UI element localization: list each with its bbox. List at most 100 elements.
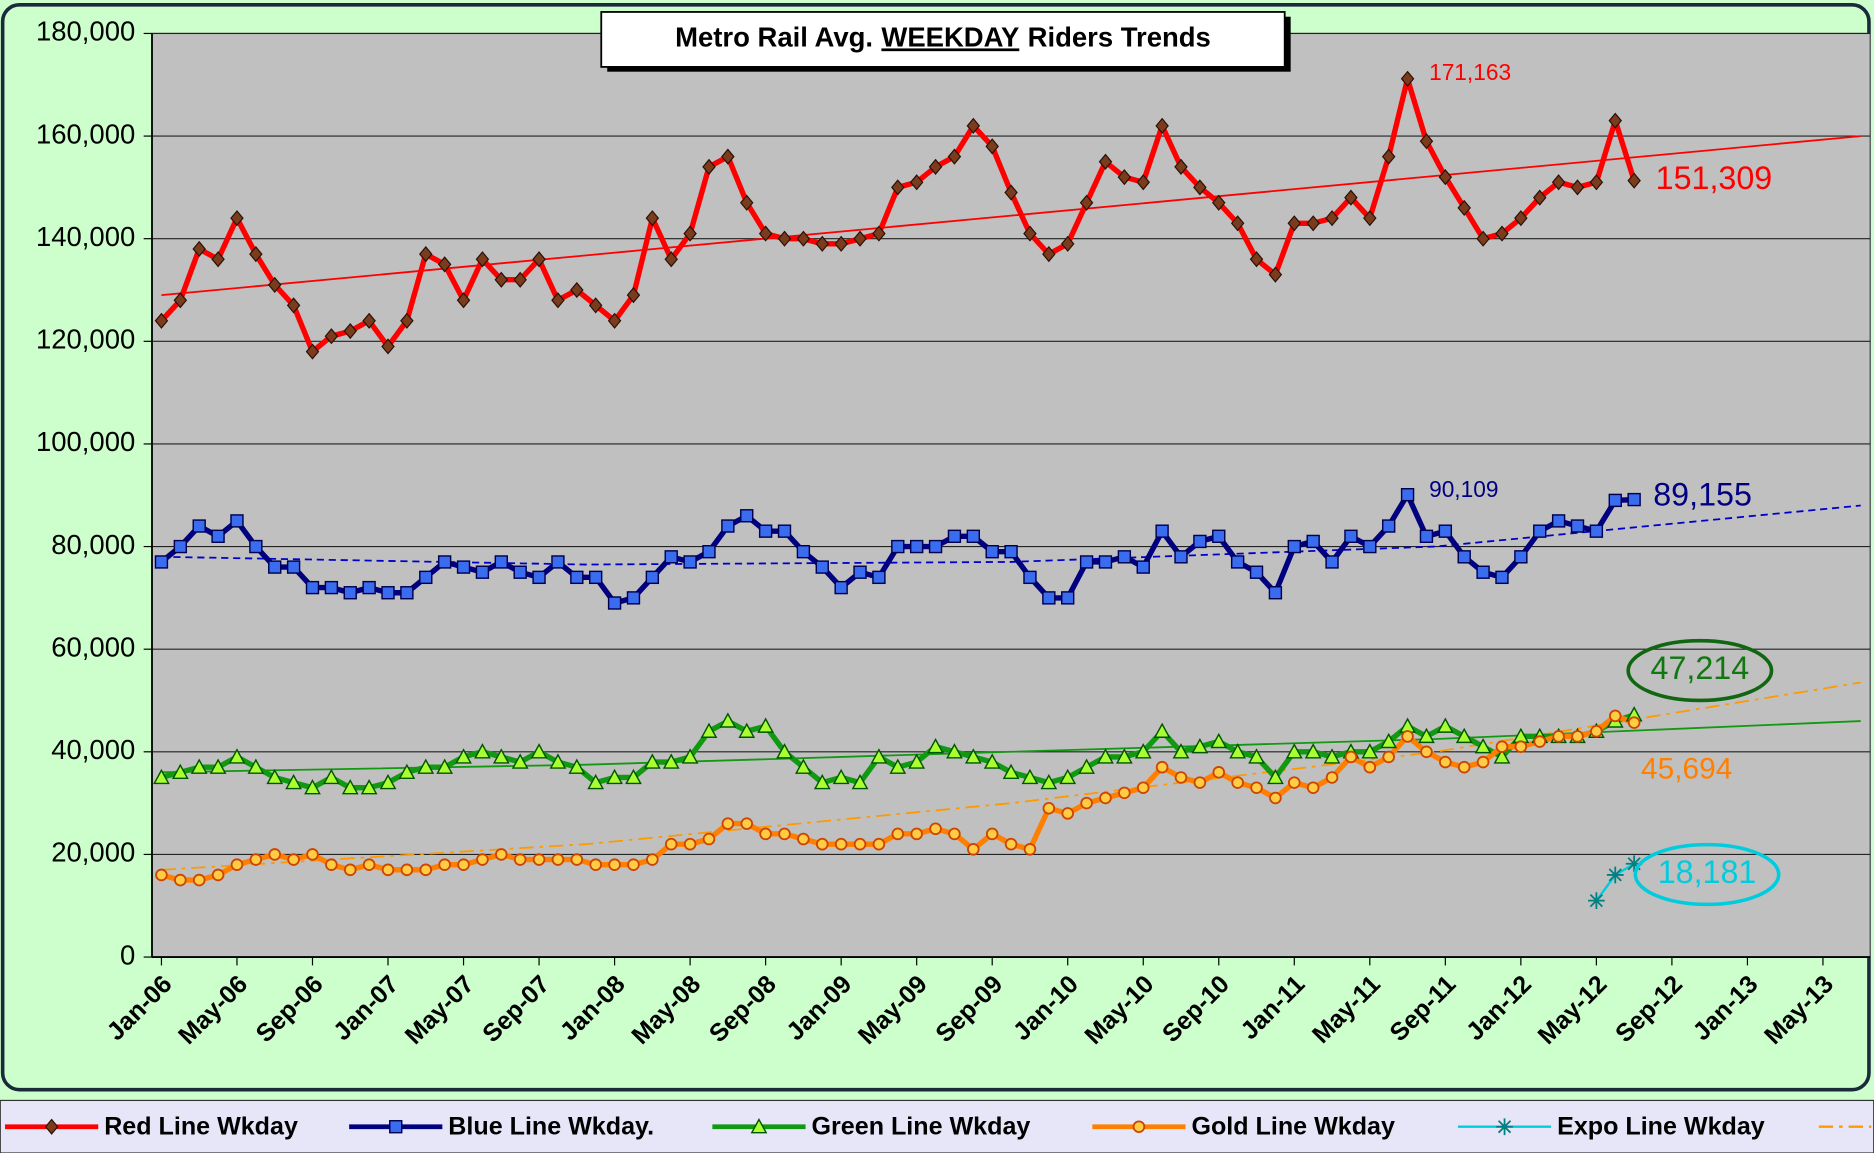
marker — [627, 858, 640, 871]
marker — [1514, 740, 1528, 753]
marker — [1325, 555, 1339, 569]
data-label: 90,109 — [1429, 476, 1498, 502]
marker — [249, 245, 263, 263]
marker — [702, 832, 716, 846]
marker — [891, 539, 905, 554]
marker — [1344, 189, 1358, 206]
marker — [419, 570, 433, 585]
marker — [1193, 179, 1207, 196]
marker — [1363, 210, 1377, 227]
marker — [286, 297, 301, 314]
marker — [211, 251, 225, 268]
marker — [1627, 172, 1641, 189]
markers — [153, 70, 1643, 909]
marker — [1436, 717, 1454, 733]
marker — [171, 763, 189, 780]
marker — [1495, 225, 1509, 242]
marker — [1589, 524, 1604, 538]
marker — [211, 868, 225, 882]
marker — [1570, 519, 1585, 533]
marker — [587, 773, 605, 790]
marker — [154, 312, 169, 329]
marker — [815, 560, 829, 574]
marker — [1249, 251, 1264, 268]
title-box — [600, 11, 1286, 68]
marker — [872, 570, 886, 585]
marker — [683, 555, 697, 569]
marker — [1361, 743, 1379, 759]
marker — [1363, 760, 1377, 774]
marker — [419, 245, 433, 263]
marker — [1117, 169, 1132, 186]
marker — [738, 722, 756, 738]
marker — [266, 768, 284, 785]
marker — [400, 863, 414, 877]
marker — [853, 837, 867, 851]
marker — [721, 148, 735, 165]
data-label: 47,214 — [1651, 650, 1750, 686]
marker — [1400, 488, 1415, 502]
marker — [1061, 591, 1075, 605]
marker — [1097, 748, 1114, 764]
marker — [285, 773, 302, 790]
marker — [721, 817, 735, 830]
marker — [173, 539, 188, 554]
marker — [455, 748, 472, 764]
marker — [909, 174, 924, 191]
marker — [985, 138, 999, 155]
marker — [287, 853, 300, 866]
marker — [456, 560, 471, 574]
marker — [154, 555, 169, 569]
title-emphasis: WEEKDAY — [881, 22, 1019, 53]
marker — [570, 570, 584, 585]
y-tick-label: 0 — [120, 939, 135, 970]
marker — [1136, 174, 1150, 191]
marker — [513, 271, 527, 288]
marker — [1625, 855, 1643, 873]
marker — [797, 832, 810, 846]
marker — [1608, 493, 1622, 508]
marker — [1155, 524, 1169, 538]
marker — [268, 560, 282, 574]
marker — [626, 287, 641, 304]
marker — [909, 539, 924, 554]
marker — [1230, 555, 1245, 569]
marker — [853, 565, 867, 579]
trendline — [161, 504, 1861, 566]
marker — [1344, 750, 1358, 764]
marker — [853, 230, 867, 247]
marker — [1455, 727, 1473, 744]
marker — [758, 524, 773, 538]
marker — [1514, 210, 1528, 227]
marker — [1153, 722, 1171, 738]
marker — [1002, 763, 1020, 780]
marker — [1419, 529, 1434, 543]
marker — [664, 550, 678, 564]
marker — [796, 545, 811, 559]
marker — [1533, 524, 1547, 538]
marker — [513, 565, 527, 579]
marker — [381, 586, 395, 600]
marker — [389, 1120, 403, 1134]
marker — [1571, 730, 1584, 743]
label-circle — [1626, 638, 1774, 703]
marker — [1231, 776, 1244, 789]
marker — [1608, 709, 1622, 723]
marker — [324, 328, 339, 345]
marker — [190, 758, 208, 774]
marker — [1212, 529, 1226, 543]
marker — [511, 753, 529, 769]
marker — [192, 873, 206, 887]
marker — [1098, 153, 1113, 170]
labels: 171,163 151,309 90,109 89,155 47,214 45,694 18… — [1429, 59, 1781, 907]
marker — [872, 837, 886, 851]
marker — [757, 717, 775, 733]
marker — [834, 837, 848, 851]
marker — [758, 225, 773, 242]
marker — [230, 210, 244, 227]
data-label: 18,181 — [1658, 854, 1757, 890]
marker — [1004, 184, 1018, 201]
y-tick-label: 180,000 — [36, 16, 135, 47]
